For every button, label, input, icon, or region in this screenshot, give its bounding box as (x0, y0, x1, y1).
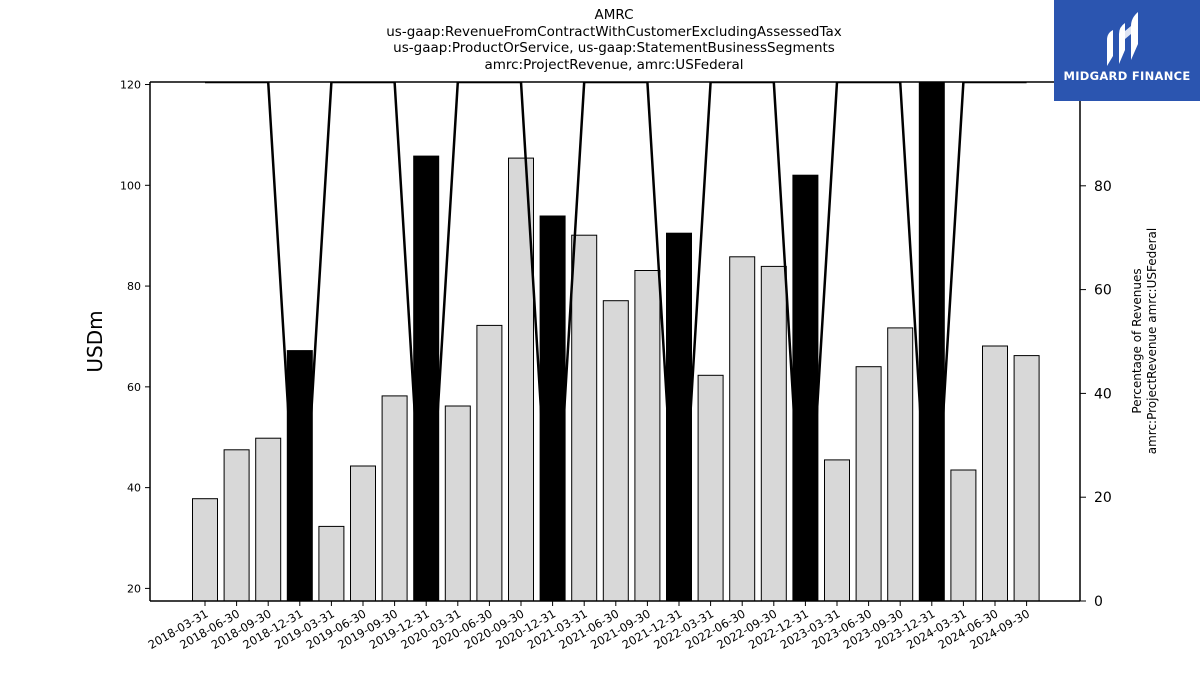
bar-2023-12-31 (918, 82, 945, 602)
y2-tick-label: 60 (1094, 283, 1112, 299)
bar-2019-06-30 (350, 465, 376, 602)
title-line-2: us-gaap:RevenueFromContractWithCustomerE… (386, 23, 842, 40)
y2-tick-label: 0 (1094, 594, 1103, 610)
bar-2022-03-31 (697, 374, 724, 602)
bar-2022-06-30 (729, 256, 756, 602)
bar-2021-03-31 (571, 234, 598, 602)
y2-tick-label: 80 (1094, 179, 1112, 195)
y-tick-label: 120 (120, 79, 141, 92)
bar-2018-09-30 (255, 437, 282, 602)
bar-2024-06-30 (982, 345, 1008, 602)
bar-2022-12-31 (792, 174, 819, 602)
logo-mark-icon (1107, 12, 1138, 66)
y2-tick-label: 40 (1094, 386, 1112, 402)
midgard-finance-logo: MIDGARD FINANCE (1054, 0, 1200, 101)
bar-2021-12-31 (666, 232, 692, 602)
bar-2018-06-30 (223, 449, 250, 602)
bar-2020-12-31 (539, 215, 566, 602)
title-line-3: us-gaap:ProductOrService, us-gaap:Statem… (393, 40, 835, 56)
y-tick-label: 100 (120, 179, 141, 192)
bar-2023-06-30 (855, 366, 882, 602)
bar-2020-03-31 (444, 405, 471, 602)
y2-axis-label-line-1: Percentage of Revenues (1130, 268, 1144, 413)
bar-2023-09-30 (887, 327, 914, 602)
bar-2021-09-30 (634, 270, 661, 602)
y2-axis-label-line-2: amrc:ProjectRevenue amrc:USFederal (1145, 228, 1159, 455)
bar-2019-09-30 (381, 395, 408, 602)
bar-2023-03-31 (824, 459, 850, 602)
y-tick-label: 40 (127, 482, 141, 495)
y2-tick-label: 20 (1094, 490, 1112, 506)
y-tick-label: 80 (127, 280, 141, 293)
y-tick-label: 60 (127, 381, 141, 394)
bar-2020-06-30 (476, 324, 503, 602)
bar-2019-03-31 (318, 525, 345, 602)
bar-2024-03-31 (950, 469, 977, 602)
title-line-4: amrc:ProjectRevenue, amrc:USFederal (484, 56, 744, 73)
y-axis-label: USDm (83, 310, 107, 372)
bar-2024-09-30 (1013, 355, 1040, 602)
title-line-1: AMRC (594, 7, 634, 23)
bar-2019-12-31 (413, 155, 440, 602)
bar-2021-06-30 (602, 300, 629, 602)
bar-2022-09-30 (760, 265, 787, 602)
y-tick-label: 20 (127, 582, 141, 595)
bar-2018-03-31 (192, 498, 218, 602)
logo-text: MIDGARD FINANCE (1063, 69, 1191, 83)
chart-title: AMRC us-gaap:RevenueFromContractWithCust… (364, 7, 864, 73)
